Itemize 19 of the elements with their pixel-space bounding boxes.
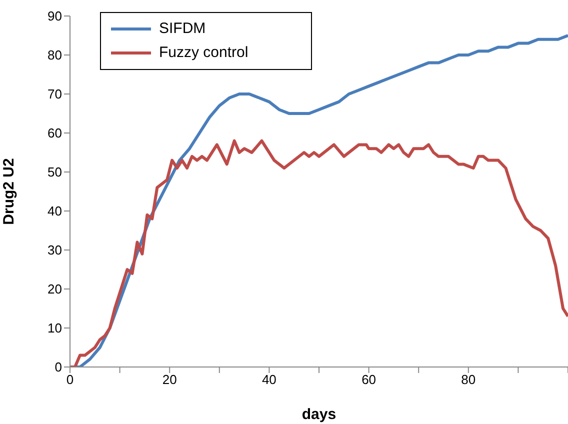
x-axis-title: days (302, 406, 336, 423)
x-tick-label: 0 (66, 372, 74, 388)
x-tick-label: 20 (162, 372, 177, 388)
y-axis-title: Drug2 U2 (0, 158, 18, 225)
y-tick-label: 30 (48, 242, 62, 258)
y-tick-label: 80 (48, 48, 62, 63)
y-tick-label: 50 (48, 164, 62, 180)
y-tick-label: 0 (54, 360, 62, 375)
legend-label: Fuzzy control (159, 43, 248, 63)
x-tick-label: 80 (461, 372, 476, 388)
y-tick-label: 10 (48, 320, 62, 336)
y-tick-label: 90 (48, 8, 62, 24)
legend-label: SIFDM (159, 19, 206, 39)
x-tick-label: 60 (362, 372, 376, 388)
y-tick-label: 60 (48, 126, 62, 141)
y-tick-label: 40 (48, 204, 62, 219)
x-tick-label: 40 (262, 372, 276, 388)
y-tick-label: 70 (48, 86, 62, 102)
y-tick-label: 20 (48, 282, 62, 297)
